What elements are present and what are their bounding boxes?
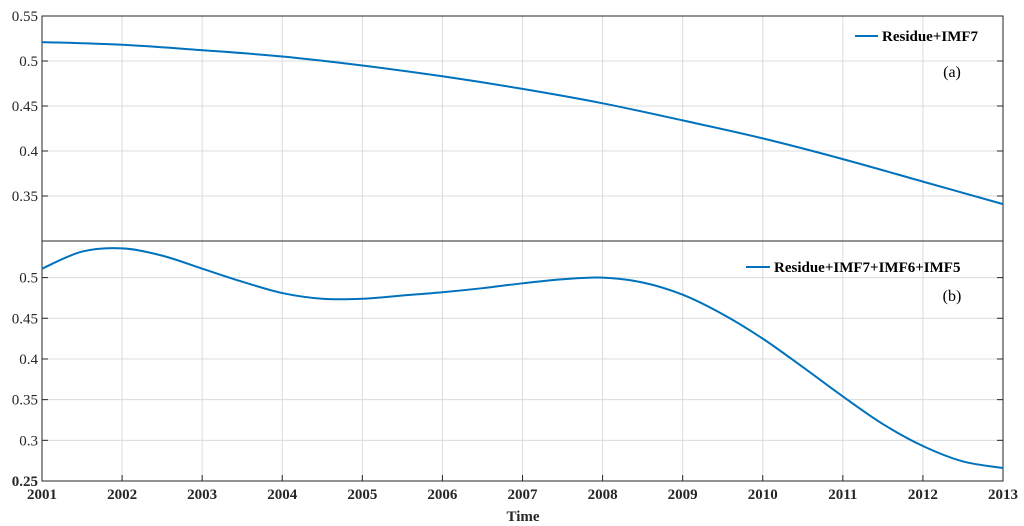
y-tick-label-b-4: 0.45	[12, 311, 38, 327]
series-line-a-0	[41, 41, 1004, 206]
x-axis: 2001 2002 2003 2004 2005 2006 2007 2008 2009 2010…	[27, 475, 1018, 503]
x-tick-label-3: 2004	[267, 487, 298, 503]
x-tick-label-6: 2007	[508, 487, 539, 503]
x-tick-label-1: 2002	[107, 487, 137, 503]
y-tick-label-b-2: 0.35	[12, 393, 38, 409]
y-tick-label-b-3: 0.4	[19, 352, 38, 368]
y-tick-label-a-2: 0.45	[12, 99, 38, 115]
y-tick-label-a-0: 0.35	[12, 189, 38, 205]
x-tick-label-7: 2008	[588, 487, 618, 503]
x-tick-label-8: 2009	[668, 487, 698, 503]
panel-label-b: (b)	[943, 288, 962, 305]
y-tick-label-a-3: 0.5	[19, 54, 38, 70]
x-axis-label: Time	[506, 509, 539, 525]
y-tick-label-b-5: 0.5	[19, 271, 38, 287]
y-tick-label-a-1: 0.4	[19, 144, 38, 160]
x-tick-label-2: 2003	[187, 487, 217, 503]
y-tick-label-b-0: 0.25	[12, 474, 38, 490]
y-tick-label-a-4: 0.55	[12, 9, 38, 25]
panel-b-plot: 0.25 0.3 0.35 0.4 0.45 0.5 Residue+IMF7+IMF6+I…	[12, 240, 1004, 490]
legend-label-a-0: Residue+IMF7	[882, 29, 979, 45]
legend-label-b-0: Residue+IMF7+IMF6+IMF5	[774, 260, 960, 276]
x-tick-label-5: 2006	[427, 487, 458, 503]
panel-a-plot: 0.35 0.4 0.45 0.5 0.55 Residue+IMF7 (a)	[12, 9, 1004, 242]
x-tick-label-11: 2012	[908, 487, 938, 503]
x-tick-label-12: 2013	[988, 487, 1018, 503]
y-tick-label-b-1: 0.3	[19, 433, 38, 449]
x-tick-label-4: 2005	[347, 487, 377, 503]
series-line-b-0	[41, 247, 1004, 469]
x-tick-label-10: 2011	[828, 487, 857, 503]
panel-label-a: (a)	[943, 64, 961, 81]
x-tick-label-0: 2001	[27, 487, 57, 503]
x-tick-label-9: 2010	[748, 487, 778, 503]
